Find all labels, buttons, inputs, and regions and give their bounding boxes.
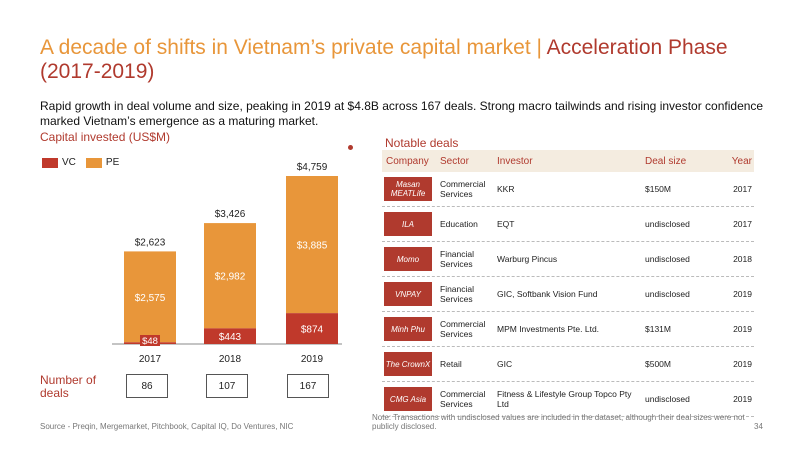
deal-count-2018: 107 [206,374,248,398]
cell-deal-size: undisclosed [645,219,690,229]
company-badge: Momo [384,247,432,271]
header-deal-size: Deal size [645,155,687,167]
data-label-vc-2018: $443 [219,332,242,343]
deal-count-2017: 86 [126,374,168,398]
cell-year: 2019 [733,394,752,404]
table-row: VNPAY Financial Services GIC, Softbank Vis… [382,277,754,312]
chart-legend: VC PE [42,157,129,168]
table-row: Momo Financial Services Warburg Pincus undi… [382,242,754,277]
cell-investor: Warburg Pincus [497,254,558,264]
number-of-deals-label: Number of deals [40,373,97,400]
cell-sector: Education [440,219,478,229]
data-label-pe-2019: $3,885 [297,241,328,252]
cell-year: 2018 [733,254,752,264]
cell-deal-size: $131M [645,324,671,334]
table-body: Masan MEATLife Commercial Services KKR $150… [382,172,754,417]
cell-investor: Fitness & Lifestyle Group Topco Pty Ltd [497,389,632,409]
cell-year: 2017 [733,219,752,229]
legend-swatch-vc [42,157,58,168]
title-accent: Acceleration Phase (2017-2019) [40,36,728,83]
company-badge: Masan MEATLife [384,177,432,201]
cell-deal-size: undisclosed [645,254,690,264]
deal-count-2019: 167 [287,374,329,398]
header-company: Company [386,155,429,167]
company-badge: The CrownX [384,352,432,376]
table-row: ILA Education EQT undisclosed 2017 [382,207,754,242]
cell-sector: Commercial Services [440,179,486,199]
cell-company: ILA [382,212,434,236]
page-number: 34 [754,422,763,431]
data-label-vc-2019: $874 [301,325,324,336]
page-title: A decade of shifts in Vietnam’s private … [40,36,780,84]
header-year: Year [731,155,752,167]
cell-investor: KKR [497,184,515,194]
cell-investor: GIC [497,359,513,369]
x-tick-label-2017: 2017 [139,354,162,365]
cell-deal-size: undisclosed [645,394,690,404]
cell-company: Momo [382,247,434,271]
total-label-2019: $4,759 [297,162,328,173]
legend-item-pe: PE [85,157,120,168]
header-investor: Investor [497,155,533,167]
cell-sector: Commercial Services [440,319,486,339]
company-badge: CMG Asia [384,387,432,411]
header-sector: Sector [440,155,469,167]
source-note: Source - Preqin, Mergemarket, Pitchbook,… [40,422,294,431]
data-label-vc-2017: $48 [142,336,158,347]
cell-deal-size: undisclosed [645,289,690,299]
notable-deals-table: Company Sector Investor Deal size Year M… [382,150,754,417]
bar-pe-2018 [204,223,256,329]
legend-item-vc: VC [42,157,76,168]
legend-swatch-pe [85,157,102,168]
cell-investor: MPM Investments Pte. Ltd. [497,324,600,334]
legend-label-vc: VC [62,157,76,168]
x-tick-label-2019: 2019 [301,354,324,365]
page-subtitle: Rapid growth in deal volume and size, pe… [40,99,764,128]
title-main: A decade of shifts in Vietnam’s private … [40,36,547,59]
decorative-dot [348,145,353,150]
company-badge: ILA [384,212,432,236]
bar-vc-2019 [286,313,338,344]
table-row: Minh Phu Commercial Services MPM Investmen… [382,312,754,347]
total-label-2017: $2,623 [135,237,166,248]
cell-year: 2019 [733,289,752,299]
bar-pe-2017 [124,251,176,343]
cell-year: 2019 [733,324,752,334]
cell-company: Minh Phu [382,317,434,341]
table-header: Company Sector Investor Deal size Year [382,150,754,172]
data-label-bg-vc-2017 [140,335,160,346]
cell-company: CMG Asia [382,387,434,411]
cell-company: The CrownX [382,352,434,376]
company-badge: Minh Phu [384,317,432,341]
total-label-2018: $3,426 [215,209,246,220]
table-row: The CrownX Retail GIC $500M 2019 [382,347,754,382]
cell-investor: GIC, Softbank Vision Fund [497,289,598,299]
table-row: Masan MEATLife Commercial Services KKR $150… [382,172,754,207]
cell-sector: Retail [440,359,462,369]
cell-sector: Financial Services [440,249,475,269]
cell-year: 2017 [733,184,752,194]
cell-deal-size: $150M [645,184,671,194]
cell-company: VNPAY [382,282,434,306]
cell-company: Masan MEATLife [382,177,434,201]
data-label-pe-2017: $2,575 [135,293,166,304]
chart-section-label: Capital invested (US$M) [40,130,171,144]
x-tick-label-2018: 2018 [219,354,242,365]
table-section-label: Notable deals [385,136,459,150]
bar-pe-2019 [286,176,338,314]
bar-vc-2018 [204,328,256,344]
company-badge: VNPAY [384,282,432,306]
cell-year: 2019 [733,359,752,369]
table-row: CMG Asia Commercial Services Fitness & Lif… [382,382,754,417]
data-label-pe-2018: $2,982 [215,272,246,283]
cell-deal-size: $500M [645,359,671,369]
cell-investor: EQT [497,219,515,229]
legend-label-pe: PE [105,157,120,168]
cell-sector: Commercial Services [440,389,486,409]
bar-vc-2017 [124,342,176,344]
cell-sector: Financial Services [440,284,475,304]
footnote: Note: Transactions with undisclosed valu… [372,413,745,431]
